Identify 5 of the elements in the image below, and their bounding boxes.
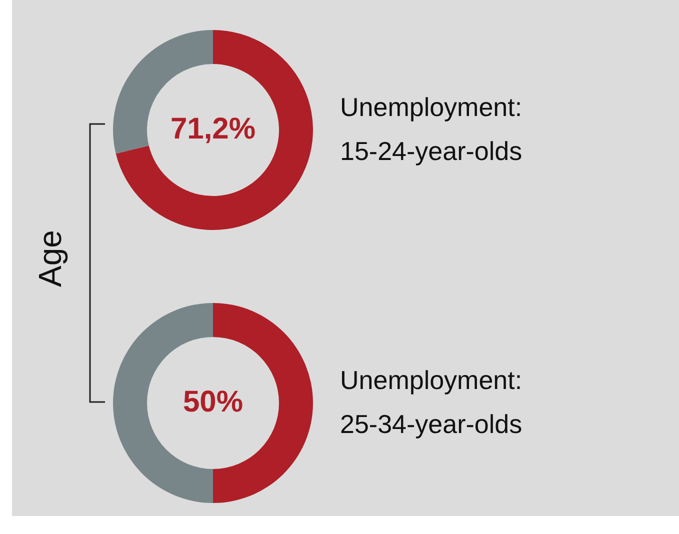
data-label: 71,2% xyxy=(170,112,256,146)
text: Age xyxy=(32,230,69,287)
data-label: 50% xyxy=(182,385,244,418)
text: Unemployment: 25-34-year-olds xyxy=(340,364,524,441)
text: Unemployment: 15-24-year-olds xyxy=(340,91,524,168)
